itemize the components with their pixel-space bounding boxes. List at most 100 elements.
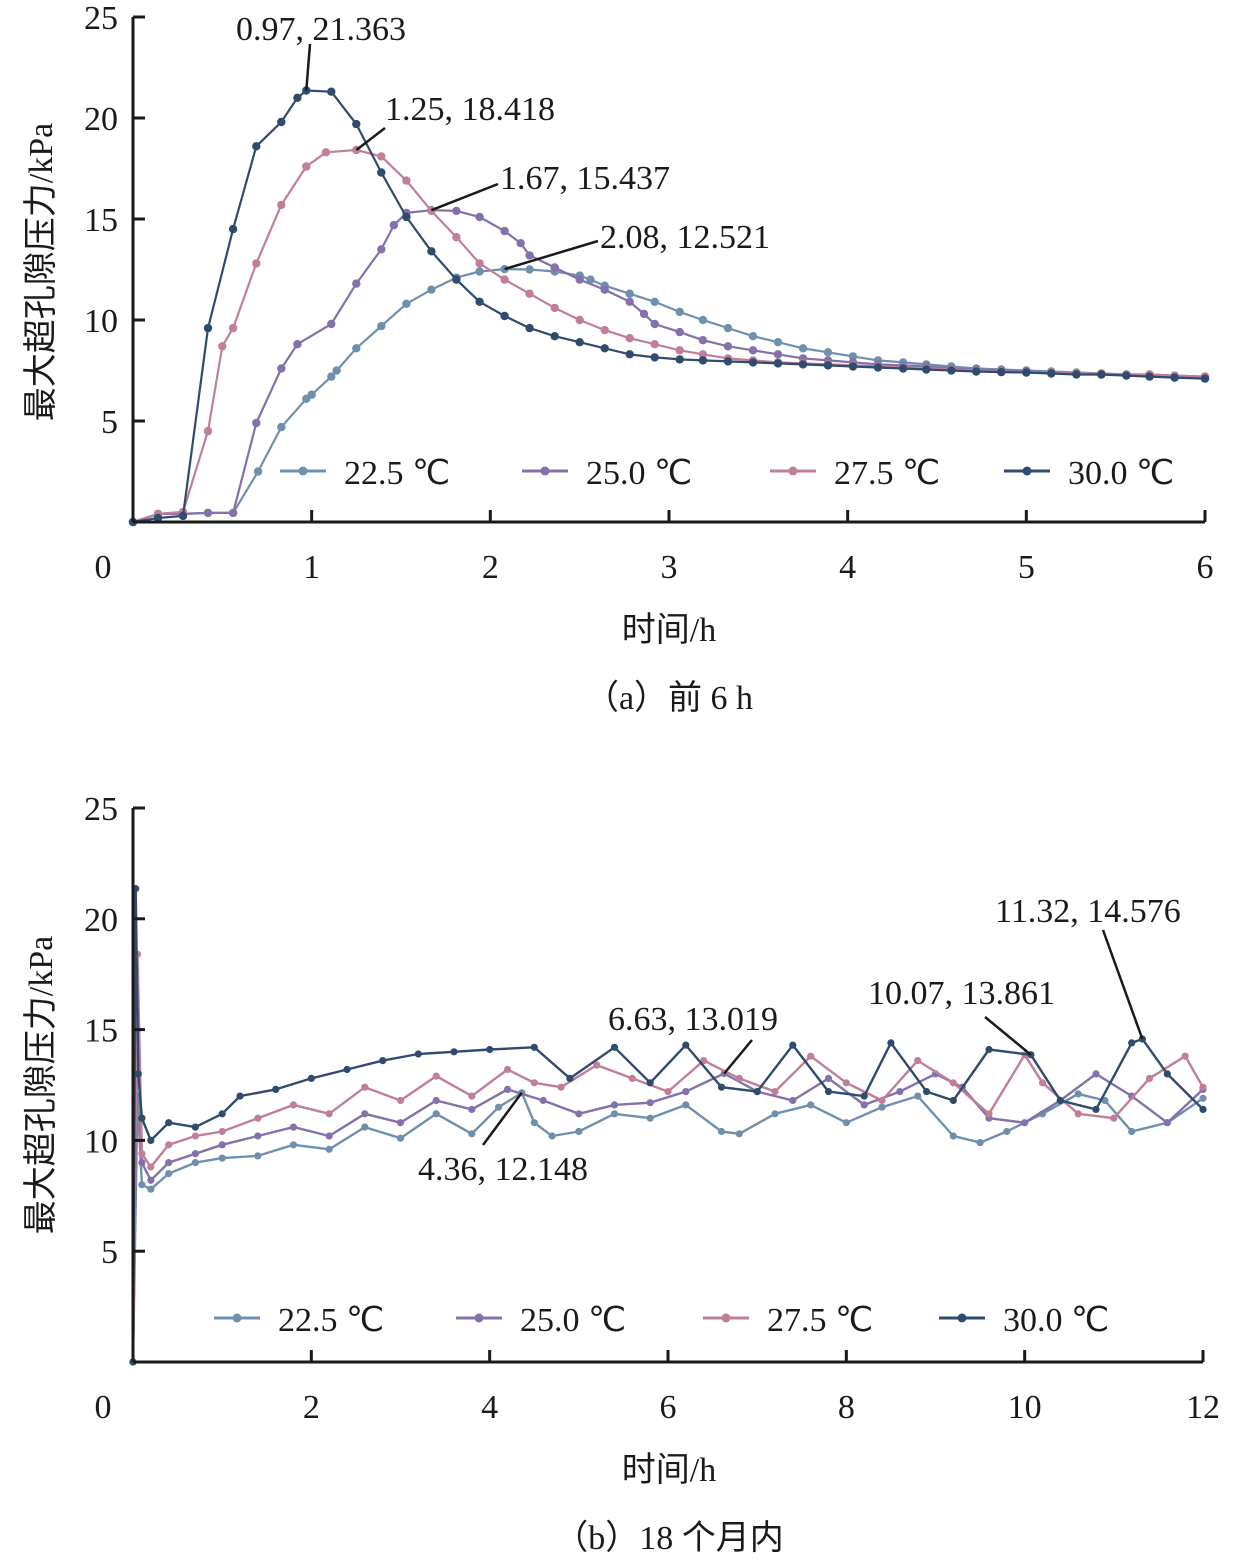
annotation: 10.07, 13.861 (868, 975, 1055, 1056)
data-point (842, 1119, 850, 1127)
data-point (550, 332, 559, 341)
data-point (682, 1088, 690, 1096)
data-point (873, 363, 883, 372)
data-point (842, 1079, 850, 1087)
data-point (610, 1043, 619, 1051)
data-point (325, 1110, 333, 1118)
legend-swatch-marker (788, 466, 798, 476)
data-point (191, 1132, 199, 1140)
data-point (997, 367, 1006, 377)
legend-label: 27.5 ℃ (767, 1302, 873, 1339)
data-point (500, 275, 509, 284)
data-point (748, 332, 758, 341)
data-point (343, 1065, 351, 1074)
data-point (325, 1132, 333, 1140)
annotation-label: 2.08, 12.521 (600, 219, 770, 256)
data-point (1047, 369, 1056, 378)
legend-b: 22.5 ℃ 25.0 ℃ 27.5 ℃ 30.0 ℃ (214, 1302, 1109, 1339)
data-point (789, 1041, 797, 1049)
legend-swatch-marker (1022, 466, 1032, 476)
data-point (495, 1103, 503, 1111)
data-point (798, 344, 808, 353)
y-tick-label: 5 (101, 1234, 118, 1271)
data-point (1097, 370, 1106, 379)
data-point (389, 220, 399, 230)
data-point (525, 323, 534, 333)
x-tick-label: 0 (95, 549, 112, 586)
data-point (191, 1159, 199, 1167)
y-axis-title-b: 最大超孔隙压力/kPa (22, 936, 60, 1234)
data-point (289, 1141, 298, 1149)
data-point (228, 323, 238, 333)
data-point (361, 1083, 369, 1091)
annotation-leader-line (1101, 929, 1144, 1040)
data-point (1128, 1127, 1136, 1136)
legend-a: 22.5 ℃ 25.0 ℃ 27.5 ℃ 30.0 ℃ (280, 455, 1174, 492)
legend-swatch-marker (540, 466, 550, 476)
legend-swatch-marker (721, 1313, 731, 1323)
annotation-leader-line (305, 43, 312, 91)
data-point (228, 508, 238, 518)
data-point (307, 1074, 315, 1082)
y-tick-label: 15 (84, 1013, 118, 1050)
data-point (253, 467, 263, 476)
data-point (1074, 1110, 1082, 1118)
data-point (327, 319, 336, 329)
data-point (500, 311, 509, 321)
data-point (789, 1096, 797, 1105)
data-point (525, 265, 534, 274)
data-point (147, 1176, 155, 1184)
x-tick-label: 2 (303, 1389, 320, 1426)
x-tick-label: 8 (838, 1389, 855, 1426)
data-point (352, 344, 361, 353)
annotation: 6.63, 13.019 (608, 1001, 778, 1075)
legend-item: 27.5 ℃ (703, 1302, 873, 1339)
data-point (985, 1110, 993, 1118)
data-point (178, 511, 188, 521)
data-point (923, 1088, 931, 1096)
data-point (500, 226, 509, 236)
data-point (452, 233, 461, 242)
legend-label: 22.5 ℃ (344, 455, 450, 492)
data-point (625, 350, 634, 359)
annotation: 2.08, 12.521 (504, 219, 770, 271)
data-point (332, 366, 341, 375)
legend-item: 30.0 ℃ (1004, 455, 1174, 492)
data-point (396, 1096, 405, 1105)
data-point (147, 1163, 155, 1171)
data-point (773, 350, 783, 359)
data-point (432, 1072, 440, 1080)
data-point (717, 1083, 726, 1091)
annotation-label: 1.25, 18.418 (385, 91, 555, 128)
legend-swatch-marker (232, 1313, 242, 1323)
data-point (402, 299, 411, 308)
caption-b: （b）18 个月内 (554, 1519, 784, 1557)
data-point (203, 508, 213, 518)
data-point (218, 342, 227, 351)
data-point (646, 1114, 654, 1122)
data-point (575, 275, 584, 284)
data-point (452, 206, 461, 216)
x-axis-title-a: 时间/h (622, 612, 716, 649)
data-point (307, 390, 316, 399)
data-point (575, 315, 584, 325)
data-point (325, 1145, 333, 1153)
y-axis-title-a: 最大超孔隙压力/kPa (22, 123, 60, 421)
data-point (548, 1132, 556, 1140)
data-point (228, 224, 238, 234)
data-point (1128, 1039, 1136, 1047)
data-point (1181, 1052, 1189, 1060)
data-point (823, 348, 833, 357)
data-point (1199, 1083, 1207, 1091)
data-point (277, 422, 286, 432)
annotation-label: 4.36, 12.148 (418, 1151, 588, 1188)
data-point (748, 346, 758, 355)
data-point (807, 1101, 815, 1109)
data-point (575, 1127, 583, 1136)
data-point (327, 87, 336, 96)
data-point (698, 315, 708, 325)
annotation: 0.97, 21.363 (236, 11, 406, 91)
data-point (824, 1074, 833, 1082)
data-point (138, 1181, 146, 1189)
